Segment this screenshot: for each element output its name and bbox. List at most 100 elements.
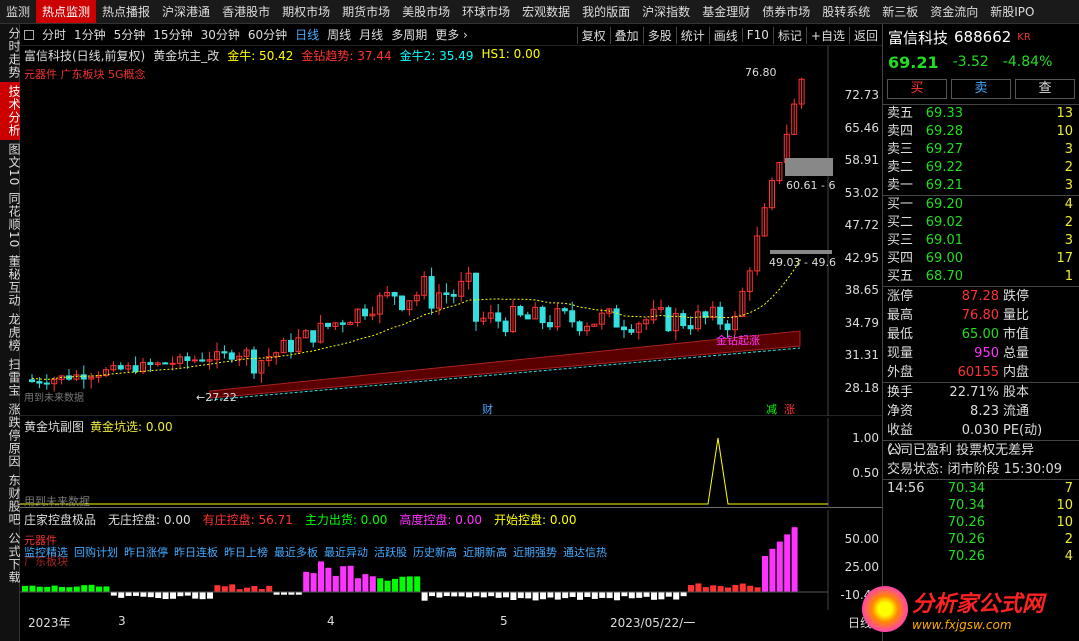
sub1-chart[interactable] bbox=[20, 418, 882, 508]
sub2-link[interactable]: 活跃股 bbox=[374, 546, 407, 559]
candle-body bbox=[465, 272, 472, 282]
hist-bar bbox=[480, 592, 487, 598]
top-nav-item[interactable]: 期权市场 bbox=[282, 4, 331, 19]
left-nav-item[interactable]: 公式下载 bbox=[7, 531, 21, 584]
period-tab[interactable]: 多周期 bbox=[391, 28, 428, 42]
sub2-link[interactable]: 昨日连板 bbox=[174, 546, 218, 559]
sub2-chart[interactable] bbox=[20, 510, 882, 610]
hist-bar bbox=[399, 576, 406, 592]
top-nav-item[interactable]: 宏观数据 bbox=[522, 4, 571, 19]
top-nav-item[interactable]: 资金流向 bbox=[930, 4, 979, 19]
top-nav-item[interactable]: 期货市场 bbox=[342, 4, 391, 19]
order-label: 买三 bbox=[887, 233, 914, 248]
hist-bar bbox=[591, 592, 598, 599]
top-nav-item[interactable]: 美股市场 bbox=[402, 4, 451, 19]
toolbar-button[interactable]: 返回 bbox=[848, 26, 882, 44]
top-nav-item[interactable]: 热点监测 bbox=[36, 0, 97, 23]
sub2-link[interactable]: 近期新高 bbox=[463, 546, 507, 559]
left-nav-item[interactable]: 图文10 bbox=[7, 143, 21, 187]
period-tab[interactable]: 分时 bbox=[42, 28, 67, 42]
stat-key2: 内盘 bbox=[1003, 365, 1030, 380]
hist-bar bbox=[695, 583, 702, 592]
period-tab[interactable]: 周线 bbox=[327, 28, 352, 42]
period-tab[interactable]: 30分钟 bbox=[200, 28, 240, 42]
legend-item: 金牛2: 35.49 bbox=[399, 49, 474, 63]
top-nav-item[interactable]: 债券市场 bbox=[762, 4, 811, 19]
top-nav-item[interactable]: 监测 bbox=[6, 4, 31, 19]
toolbar-button[interactable]: 统计 bbox=[675, 26, 709, 44]
left-nav-item[interactable]: 董秘互动 bbox=[7, 254, 21, 307]
toolbar-button[interactable]: F10 bbox=[741, 28, 773, 42]
toolbar-button[interactable]: 画线 bbox=[708, 26, 742, 44]
main-chart[interactable]: 60.61 - 6 49.03 - 49.6 76.80 ←27.22 金钻起涨用到未来… bbox=[20, 46, 882, 416]
hist-bar bbox=[673, 592, 680, 600]
period-tab[interactable]: 日线 bbox=[295, 28, 320, 42]
top-nav-item[interactable]: 新三板 bbox=[882, 4, 919, 19]
left-nav-item[interactable]: 涨跌停原因 bbox=[7, 402, 21, 468]
period-tab[interactable]: 1分钟 bbox=[74, 28, 106, 42]
tick-row: 14:56 70.34 7 bbox=[883, 480, 1079, 497]
tick-row: 70.26 4 bbox=[883, 548, 1079, 565]
price-axis-label: 58.91 bbox=[844, 153, 879, 167]
top-nav: 监测 热点监测 热点播报 沪深港通 香港股市 期权市场 期货市场 美股市场 环球市场 宏观数据 我的… bbox=[0, 0, 1079, 24]
sub2-link[interactable]: 最近多板 bbox=[274, 546, 318, 559]
sub2-link[interactable]: 监控精选 bbox=[24, 546, 68, 559]
tick-time bbox=[883, 548, 923, 565]
period-tab[interactable]: 60分钟 bbox=[247, 28, 288, 42]
period-tab[interactable]: 更多 › bbox=[435, 28, 468, 42]
hist-bar bbox=[155, 592, 162, 599]
date-label: 4 bbox=[327, 614, 335, 628]
sub2-value: 有庄控盘: 56.71 bbox=[202, 513, 293, 527]
chart-toolbar-right: 复权 叠加 多股 统计 画线 F10 标记 +自选 返回 bbox=[576, 24, 882, 46]
top-nav-item[interactable]: 基金理财 bbox=[702, 4, 751, 19]
toolbar-button[interactable]: 叠加 bbox=[609, 26, 643, 44]
top-nav-item[interactable]: 股转系统 bbox=[822, 4, 871, 19]
trade-button[interactable]: 买 bbox=[887, 79, 947, 99]
indicator-name[interactable]: 黄金坑主_改 bbox=[153, 49, 220, 63]
hist-bar bbox=[103, 586, 110, 592]
top-nav-item[interactable]: 环球市场 bbox=[462, 4, 511, 19]
toolbar-button[interactable]: 标记 bbox=[772, 26, 806, 44]
hist-bar bbox=[562, 592, 569, 599]
stat-key: 换手 bbox=[887, 385, 914, 400]
toolbar-button[interactable]: +自选 bbox=[805, 26, 849, 44]
sub2-link[interactable]: 最近异动 bbox=[324, 546, 368, 559]
sub2-link[interactable]: 回购计划 bbox=[74, 546, 118, 559]
sub2-link[interactable]: 昨日涨停 bbox=[124, 546, 168, 559]
toolbar-button[interactable]: 多股 bbox=[642, 26, 676, 44]
period-tab[interactable]: 5分钟 bbox=[113, 28, 146, 42]
left-nav-item[interactable]: 扫雷宝 bbox=[7, 357, 21, 397]
left-nav-item[interactable]: 龙虎榜 bbox=[7, 312, 21, 352]
tick-qty: 10 bbox=[1056, 498, 1073, 513]
top-nav-item[interactable]: 热点播报 bbox=[102, 4, 151, 19]
left-nav-item[interactable]: 分时走势 bbox=[7, 27, 21, 79]
trade-button[interactable]: 卖 bbox=[951, 79, 1011, 99]
left-nav-item[interactable]: 技术分析 bbox=[0, 82, 21, 140]
period-tab[interactable]: 15分钟 bbox=[153, 28, 193, 42]
sub2-links: 监控精选 回购计划 昨日涨停 昨日连板 昨日上榜 最近多板 最近异动 活跃股 历史新高 近期新高近… bbox=[24, 544, 607, 560]
sub2-link[interactable]: 通达信热 bbox=[563, 546, 607, 559]
top-nav-item[interactable]: 沪深港通 bbox=[162, 4, 211, 19]
stats-block1: 涨停 87.28 跌停 最高 76.80 量比 最低 65.00 市值 现量 950 总量 外盘 6015… bbox=[883, 286, 1079, 382]
hist-bar bbox=[577, 592, 583, 600]
toolbar-button[interactable]: 复权 bbox=[576, 26, 610, 44]
price-axis-label: 31.31 bbox=[844, 348, 879, 362]
candle-body bbox=[384, 292, 391, 297]
left-nav-item[interactable]: 东财股吧 bbox=[7, 473, 21, 526]
sub2-value: 无庄控盘: 0.00 bbox=[108, 513, 191, 527]
top-nav-item[interactable]: 我的版面 bbox=[582, 4, 631, 19]
top-nav-item[interactable]: 香港股市 bbox=[222, 4, 271, 19]
top-nav-item[interactable]: 沪深指数 bbox=[642, 4, 691, 19]
sub2-link[interactable]: 昨日上榜 bbox=[224, 546, 268, 559]
date-label: 2023/05/22/一 bbox=[610, 616, 696, 630]
sub2-link[interactable]: 历史新高 bbox=[413, 546, 457, 559]
hist-bar bbox=[332, 575, 339, 592]
date-label: 5 bbox=[500, 614, 508, 628]
period-tab[interactable]: 月线 bbox=[359, 28, 384, 42]
left-nav-item[interactable]: 同花顺10 bbox=[7, 192, 21, 249]
trade-button[interactable]: 查 bbox=[1015, 79, 1075, 99]
top-nav-item[interactable]: 新股IPO bbox=[990, 4, 1035, 19]
sub2-link[interactable]: 近期强势 bbox=[513, 546, 557, 559]
window-toggle-icon[interactable] bbox=[24, 29, 34, 40]
hist-bar bbox=[429, 592, 435, 597]
